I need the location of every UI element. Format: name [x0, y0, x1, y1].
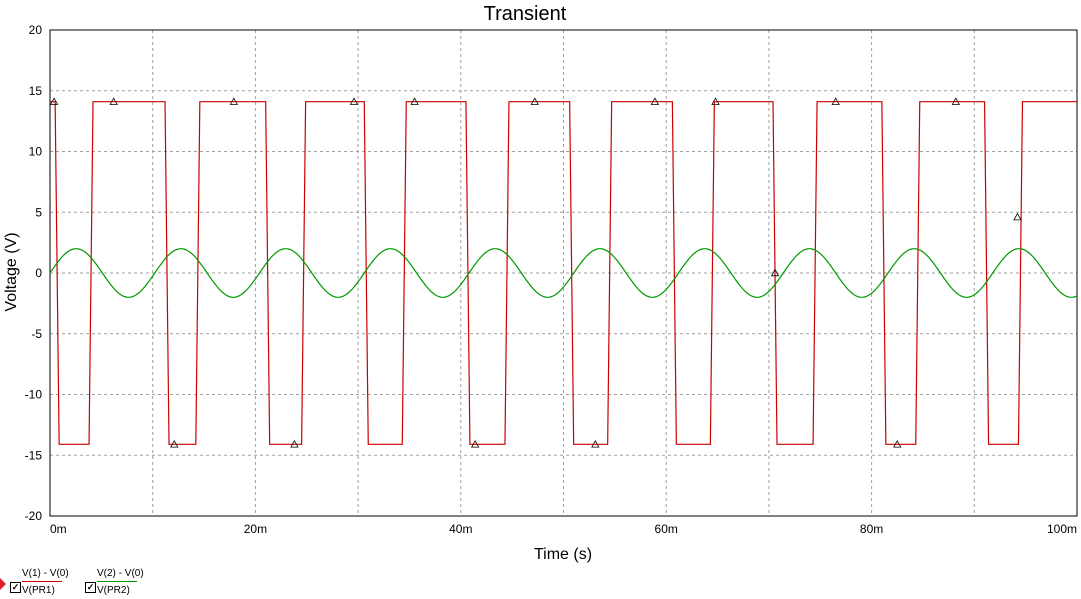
- chart-title: Transient: [484, 3, 567, 25]
- x-tick-label: 0m: [50, 522, 67, 536]
- y-tick-label: -15: [25, 448, 43, 462]
- transient-chart: Transient Voltage (V) Time (s) 20 15 10 5 0 -…: [3, 3, 1078, 563]
- data-marker-vpr1: [591, 439, 600, 448]
- y-tick-label: -5: [31, 327, 42, 341]
- y-tick-label: -20: [25, 509, 43, 523]
- data-marker-vpr1: [170, 439, 179, 448]
- y-tick-label: 0: [35, 266, 42, 280]
- x-tick-label: 100m: [1047, 522, 1077, 536]
- data-marker-vpr1: [1013, 212, 1022, 221]
- data-marker-vpr1: [470, 439, 480, 448]
- legend: V(1) - V(0) ✓ V(PR1) V(2) - V(0) ✓ V(PR2…: [0, 566, 400, 599]
- data-marker-vpr1: [650, 97, 660, 105]
- x-tick-label: 60m: [655, 522, 678, 536]
- legend-swatch: [22, 581, 62, 582]
- x-tick-label: 80m: [860, 522, 883, 536]
- y-tick-label: 5: [35, 205, 42, 219]
- data-marker-vpr1: [951, 97, 960, 105]
- data-marker-vpr1: [349, 97, 359, 105]
- legend-series-name: V(2) - V(0): [97, 568, 144, 579]
- data-marker-vpr2: [770, 268, 780, 277]
- legend-probe-name: V(PR1): [22, 585, 55, 596]
- active-trace-marker-icon: [0, 578, 6, 590]
- series-line-vpr2: [49, 248, 1078, 298]
- data-marker-vpr1: [530, 97, 539, 105]
- data-marker-vpr1: [410, 97, 419, 105]
- y-tick-label: 20: [29, 23, 43, 37]
- y-tick-label: -10: [25, 388, 43, 402]
- x-tick-label: 40m: [449, 522, 472, 536]
- data-marker-vpr1: [109, 97, 118, 105]
- data-marker-vpr1: [711, 97, 720, 105]
- data-marker-vpr1: [893, 439, 902, 448]
- grid: [50, 30, 1077, 516]
- y-axis-label: Voltage (V): [3, 232, 20, 311]
- x-axis-label: Time (s): [534, 546, 592, 563]
- legend-series-name: V(1) - V(0): [22, 568, 69, 579]
- legend-checkbox-vpr2[interactable]: ✓: [85, 582, 96, 593]
- data-marker-vpr1: [290, 439, 299, 448]
- data-marker-vpr1: [49, 97, 59, 105]
- series-line-vpr1: [50, 101, 1077, 445]
- y-tick-label: 10: [29, 145, 43, 159]
- legend-checkbox-vpr1[interactable]: ✓: [10, 582, 21, 593]
- legend-probe-name: V(PR2): [97, 585, 130, 596]
- x-tick-label: 20m: [244, 522, 267, 536]
- data-marker-vpr1: [831, 97, 840, 105]
- legend-swatch: [97, 581, 137, 582]
- y-tick-label: 15: [29, 84, 43, 98]
- data-marker-vpr1: [229, 97, 239, 105]
- series-layer: [49, 97, 1078, 448]
- tick-labels: 20 15 10 5 0 -5 -10 -15 -20 0m 20m 40m 60m 80m 100m: [25, 23, 1077, 536]
